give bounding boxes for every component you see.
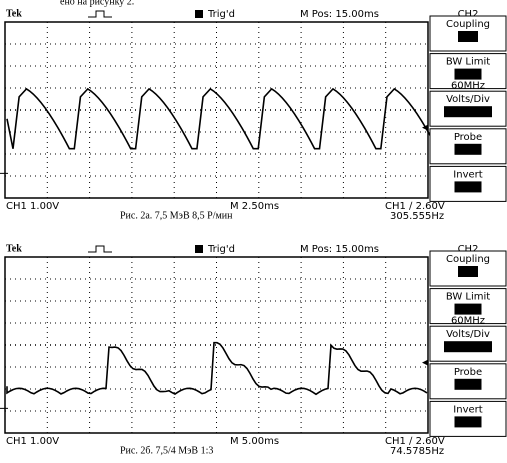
trigger-icon xyxy=(88,11,112,17)
frequency: 74.5785Hz xyxy=(390,446,444,457)
menu-label: BW Limit xyxy=(446,292,490,303)
brand: Tek xyxy=(6,243,22,254)
menu-value: DC xyxy=(460,32,476,43)
menu-value: Off xyxy=(460,305,478,316)
menu-value: Coarse xyxy=(449,342,488,353)
menu-label: Volts/Div xyxy=(446,329,490,340)
trig-box xyxy=(195,245,203,253)
menu-label: Probe xyxy=(454,367,482,378)
top-text: ено на рисунку 2. xyxy=(60,0,134,7)
trigger-status: Trig'd xyxy=(207,244,235,255)
menu-value: Off xyxy=(460,417,478,428)
menu-value: DC xyxy=(460,267,476,278)
menu-label: Coupling xyxy=(446,254,490,265)
caption: Рис. 2б. 7,5/4 МэВ 1:3 xyxy=(120,445,213,456)
menu-label: Coupling xyxy=(446,19,490,30)
timebase: M 5.00ms xyxy=(230,436,279,447)
screen xyxy=(5,22,428,198)
menu-label: Invert xyxy=(453,404,482,415)
menu-note: 60MHz xyxy=(451,81,485,92)
menu-note: 60MHz xyxy=(451,316,485,327)
brand: Tek xyxy=(6,8,22,19)
page: ено на рисунку 2. Tek Trig'd M Pos: 15.00ms… xyxy=(0,0,507,463)
ch1-scale: CH1 1.00V xyxy=(6,201,59,212)
position: M Pos: 15.00ms xyxy=(300,9,379,20)
menu-label: Probe xyxy=(454,132,482,143)
menu-label: BW Limit xyxy=(446,57,490,68)
menu-value: Off xyxy=(460,70,478,81)
position: M Pos: 15.00ms xyxy=(300,244,379,255)
menu-label: Invert xyxy=(453,169,482,180)
menu-value: 10X xyxy=(457,380,479,391)
menu-value: Coarse xyxy=(449,107,488,118)
ch1-scale: CH1 1.00V xyxy=(6,436,59,447)
menu-value: Off xyxy=(460,182,478,193)
menu-label: Volts/Div xyxy=(446,94,490,105)
timebase: M 2.50ms xyxy=(230,201,279,212)
trigger-status: Trig'd xyxy=(207,9,235,20)
trig-box xyxy=(195,10,203,18)
menu-value: 10X xyxy=(457,145,479,156)
caption: Рис. 2а. 7,5 МэВ 8,5 Р/мин xyxy=(120,210,233,221)
screen xyxy=(5,257,428,433)
trigger-icon xyxy=(88,246,112,252)
frequency: 305.555Hz xyxy=(390,211,444,222)
